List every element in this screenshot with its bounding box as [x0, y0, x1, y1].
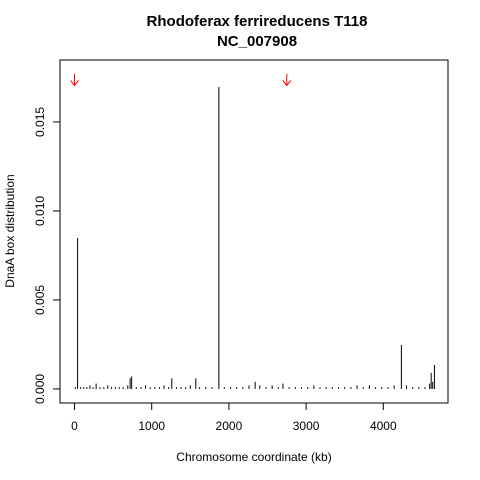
x-axis-label: Chromosome coordinate (kb) [176, 450, 331, 464]
arrow [282, 73, 292, 87]
chart-subtitle: NC_007908 [217, 33, 297, 50]
chart-title: Rhodoferax ferrireducens T118 [147, 13, 368, 30]
y-tick-label: 0.015 [33, 107, 47, 137]
y-tick-label: 0.005 [33, 285, 47, 315]
x-tick-label: 3000 [293, 419, 320, 433]
x-tick-label: 1000 [138, 419, 165, 433]
y-tick-label: 0.000 [33, 374, 47, 404]
arrow [70, 73, 79, 87]
y-tick-label: 0.010 [33, 196, 47, 226]
x-tick-label: 2000 [216, 419, 243, 433]
y-axis-label: DnaA box distribution [3, 174, 17, 287]
x-tick-label: 0 [71, 419, 78, 433]
plot-box [59, 59, 449, 404]
x-tick-label: 4000 [370, 419, 397, 433]
